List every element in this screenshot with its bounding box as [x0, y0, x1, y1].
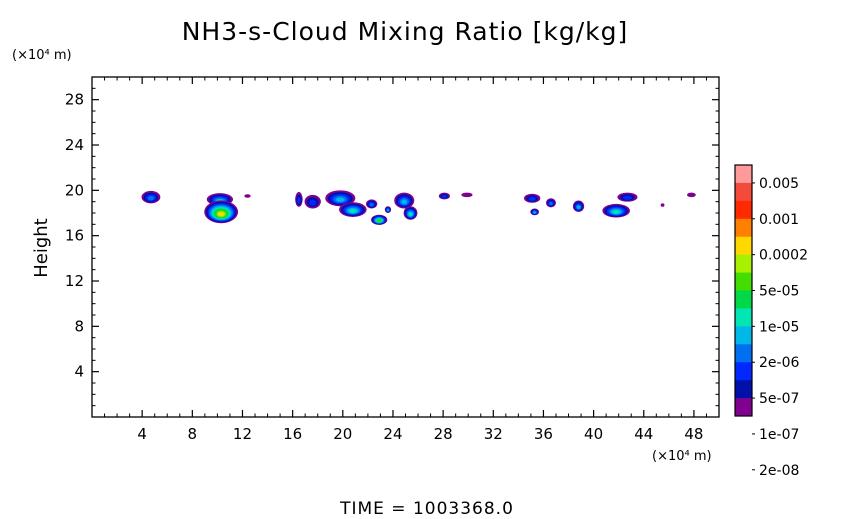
cloud-contour: [408, 212, 413, 216]
x-tick-label: 36: [534, 425, 553, 443]
x-tick-label: 32: [484, 425, 503, 443]
cloud-contour: [612, 210, 620, 214]
cloud-patch: [295, 192, 303, 207]
cloud-patch: [204, 200, 239, 224]
colorbar-swatch: [735, 272, 752, 291]
x-tick-label: 48: [684, 425, 703, 443]
cloud-patch: [687, 192, 696, 198]
colorbar-swatch: [735, 344, 752, 363]
colorbar-label: 2e-06: [759, 355, 799, 371]
time-label: TIME = 1003368.0: [339, 499, 514, 519]
cloud-contour: [387, 209, 389, 212]
cloud-patch: [339, 202, 367, 217]
cloud-patch: [244, 194, 251, 198]
cloud-contour: [218, 212, 224, 216]
cloud-contour: [576, 205, 581, 209]
cloud-patch: [325, 190, 356, 207]
cloud-contour: [369, 203, 374, 207]
cloud-patch: [572, 200, 585, 212]
x-tick-label: 4: [137, 425, 147, 443]
cloud-contour: [622, 195, 632, 200]
cloud-contour: [147, 195, 155, 201]
cloud-contour: [660, 203, 665, 207]
cloud-contour: [309, 199, 317, 206]
y-tick-label: 20: [65, 181, 84, 199]
cloud-contour: [244, 194, 251, 198]
colorbar-label: 0.001: [759, 212, 799, 228]
cloud-contour: [687, 192, 696, 198]
colorbar: 0.005 0.001 0.0002 5e-05 1e-05 2e-06 5e-07 1e-0…: [734, 164, 808, 479]
colorbar-swatch: [735, 308, 752, 327]
cloud-contour: [549, 201, 553, 206]
colorbar-label: 5e-07: [759, 391, 799, 407]
x-tick-label: 44: [634, 425, 653, 443]
colorbar-swatch: [735, 182, 752, 202]
x-tick-label: 20: [333, 425, 352, 443]
colorbar-label: 0.0002: [759, 248, 808, 264]
x-axis-unit: (×10⁴ m): [652, 449, 712, 464]
cloud-contour: [349, 209, 357, 213]
colorbar-swatch: [735, 165, 752, 184]
x-tick-label: 8: [188, 425, 198, 443]
y-tick-label: 8: [74, 317, 84, 335]
cloud-patch: [403, 206, 418, 220]
cloud-patch: [438, 192, 451, 200]
cloud-patch: [365, 199, 378, 209]
cloud-contour: [441, 194, 447, 198]
colorbar-swatch: [735, 218, 752, 238]
cloud-patch: [371, 214, 388, 225]
cloud-patch: [394, 192, 415, 209]
chart-title: NH3-s-Cloud Mixing Ratio [kg/kg]: [182, 17, 629, 46]
cloud-contour: [533, 211, 536, 214]
y-axis-unit: (×10⁴ m): [12, 48, 72, 63]
plot-frame: [91, 76, 720, 418]
cloud-contour: [401, 199, 408, 205]
colorbar-swatch: [735, 254, 752, 273]
y-tick-label: 16: [65, 227, 84, 245]
colorbar-swatch: [735, 290, 752, 309]
colorbar-swatch: [735, 398, 752, 417]
cloud-patch: [530, 208, 540, 216]
cloud-contour: [297, 197, 301, 204]
cloud-patch: [545, 198, 556, 208]
x-tick-label: 28: [434, 425, 453, 443]
colorbar-swatch: [735, 380, 752, 399]
colorbar-label: 1e-07: [759, 427, 799, 443]
x-tick-label: 40: [584, 425, 603, 443]
colorbar-swatch: [735, 362, 752, 381]
colorbar-label: 2e-08: [759, 463, 799, 479]
colorbar-swatch: [735, 200, 752, 220]
cloud-patch: [141, 190, 161, 204]
cloud-patch: [461, 192, 473, 198]
x-tick-label: 12: [233, 425, 252, 443]
cloud-contour: [528, 196, 536, 201]
cloud-patch: [304, 194, 321, 209]
x-tick-label: 16: [283, 425, 302, 443]
colorbar-swatch: [735, 326, 752, 345]
y-tick-label: 4: [74, 363, 84, 381]
colorbar-label: 0.005: [759, 176, 799, 192]
x-tick-label: 24: [383, 425, 402, 443]
y-tick-label: 12: [65, 272, 84, 290]
cloud-patch: [384, 206, 392, 214]
cloud-patch: [660, 203, 665, 207]
y-axis-label: Height: [31, 218, 52, 278]
colorbar-label: 1e-05: [759, 319, 799, 335]
cloud-contour: [461, 192, 473, 198]
cloud-patch: [602, 203, 630, 218]
cloud-patch: [524, 193, 541, 203]
y-tick-label: 28: [65, 91, 84, 109]
cloud-patch: [617, 192, 638, 202]
colorbar-swatch: [735, 236, 752, 256]
cloud-contour: [377, 219, 381, 222]
colorbar-label: 5e-05: [759, 284, 799, 300]
plot-area: [141, 190, 696, 225]
y-tick-label: 24: [65, 136, 84, 154]
cloud-contour: [335, 197, 345, 202]
